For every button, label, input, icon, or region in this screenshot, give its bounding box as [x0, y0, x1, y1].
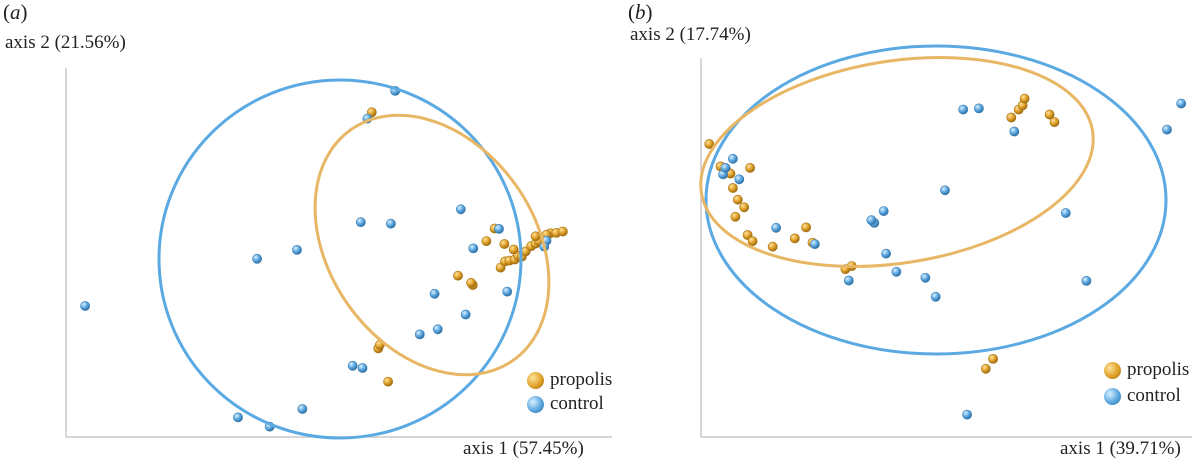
control-point [347, 360, 358, 371]
control-point [1009, 126, 1020, 137]
control-point [809, 239, 820, 249]
control-point [460, 309, 471, 320]
control-point [80, 301, 90, 311]
propolis-ellipse [699, 56, 1095, 268]
legend-propolis-b: propolis [1104, 359, 1189, 381]
control-ellipse [157, 78, 523, 440]
propolis-ellipse [313, 113, 551, 377]
propolis-point [383, 376, 393, 387]
y-axis-label-a: axis 2 (21.56%) [5, 32, 126, 53]
propolis-point [499, 239, 510, 249]
control-point [292, 244, 302, 255]
x-axis-label-b: axis 1 (39.71%) [1060, 438, 1181, 459]
control-point [843, 275, 854, 286]
propolis-point [508, 244, 519, 255]
control-point [734, 174, 745, 185]
propolis-point [988, 353, 998, 364]
propolis-point [745, 162, 756, 173]
control-point [1060, 208, 1071, 218]
control-point [297, 404, 308, 414]
control-point [973, 103, 984, 114]
y-axis-label-b: axis 2 (17.74%) [630, 24, 751, 45]
panel-label-b: (b) [628, 0, 653, 24]
control-point [1081, 275, 1092, 286]
panel-label-a: (a) [3, 0, 28, 24]
control-point [866, 215, 877, 226]
control-point [355, 217, 366, 228]
control-point [891, 266, 902, 277]
propolis-point [730, 211, 741, 222]
legend-propolis-a: propolis [527, 369, 612, 391]
legend-control-marker [527, 395, 544, 413]
control-point [720, 162, 731, 173]
control-point [429, 288, 440, 299]
control-point [962, 409, 972, 420]
propolis-point [481, 236, 492, 246]
control-point [414, 329, 425, 340]
legend-control-marker [1104, 387, 1121, 405]
propolis-point [466, 277, 476, 288]
control-point [468, 243, 479, 254]
control-point [920, 272, 931, 283]
control-point [494, 223, 504, 234]
propolis-point [1006, 112, 1017, 123]
control-point [252, 253, 262, 264]
control-ellipse [704, 44, 1168, 356]
propolis-point [739, 202, 750, 213]
control-point [940, 185, 950, 196]
legend-propolis-marker [527, 371, 544, 389]
propolis-point [801, 222, 811, 233]
control-point [385, 218, 396, 229]
control-point [502, 286, 513, 297]
propolis-point [747, 236, 758, 246]
panel-b: (b) axis 2 (17.74%) axis 1 (39.71%) prop… [620, 0, 1200, 463]
control-point [930, 291, 941, 302]
control-point [1162, 124, 1172, 135]
propolis-point [1044, 109, 1055, 120]
propolis-point [789, 233, 800, 244]
propolis-point [767, 241, 778, 252]
control-point [881, 248, 891, 259]
control-point [771, 222, 781, 233]
propolis-point [558, 226, 568, 237]
control-point [455, 204, 466, 215]
propolis-point [728, 183, 738, 193]
legend-control-b: control [1104, 385, 1181, 407]
propolis-point [980, 363, 991, 374]
propolis-point [1049, 117, 1060, 127]
legend-control-label: control [1127, 385, 1181, 406]
propolis-point [704, 139, 715, 149]
scatter-plot-a [65, 68, 612, 440]
legend-propolis-label: propolis [1127, 359, 1190, 380]
control-point [878, 206, 889, 216]
legend-control-label: control [550, 393, 604, 414]
legend-propolis-label: propolis [550, 369, 613, 390]
control-point [357, 363, 368, 373]
propolis-point [1019, 93, 1030, 104]
legend-propolis-marker [1104, 361, 1121, 379]
legend-control-a: control [527, 393, 604, 415]
control-point [958, 104, 969, 115]
control-point [1176, 98, 1187, 109]
x-axis-label-a: axis 1 (57.45%) [463, 438, 584, 459]
propolis-point [732, 194, 743, 205]
control-point [233, 412, 243, 423]
control-point [728, 153, 738, 164]
propolis-point [453, 270, 463, 281]
panel-a: (a) axis 2 (21.56%) axis 1 (57.45%) prop… [3, 0, 612, 459]
control-point [432, 324, 443, 335]
scatter-plot-b [699, 44, 1192, 438]
